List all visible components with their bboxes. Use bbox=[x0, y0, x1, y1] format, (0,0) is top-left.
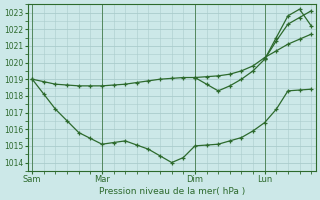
X-axis label: Pression niveau de la mer( hPa ): Pression niveau de la mer( hPa ) bbox=[99, 187, 245, 196]
